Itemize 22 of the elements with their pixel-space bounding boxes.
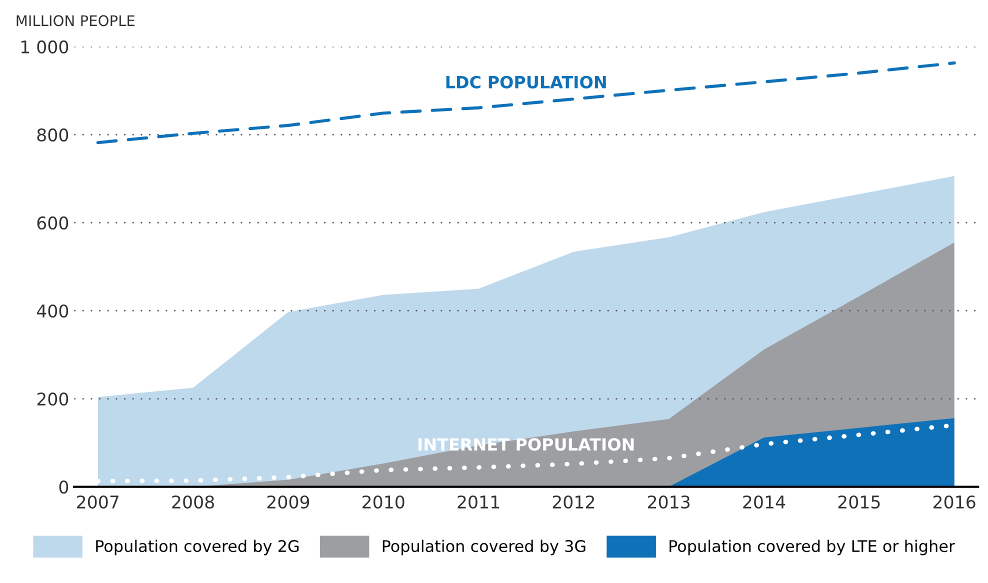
y-tick-label: 800 xyxy=(37,128,68,142)
y-tick-label: 600 xyxy=(37,216,68,230)
x-tick-label: 2016 xyxy=(934,495,976,509)
legend-label: Population covered by 2G xyxy=(96,540,299,556)
x-tick-label: 2007 xyxy=(77,495,118,509)
x-tick-label: 2013 xyxy=(648,495,690,509)
x-tick-label: 2015 xyxy=(838,495,880,509)
legend-label: Population covered by LTE or higher xyxy=(670,540,956,556)
x-tick-label: 2011 xyxy=(458,495,500,509)
x-tick-label: 2008 xyxy=(172,495,214,509)
x-tick-label: 2012 xyxy=(552,495,594,509)
y-tick-label: 0 xyxy=(59,480,68,494)
y-axis-title: MILLION PEOPLE xyxy=(16,15,134,26)
x-tick-label: 2010 xyxy=(362,495,404,509)
x-tick-label: 2014 xyxy=(743,495,786,509)
y-tick-label: 1 000 xyxy=(21,40,68,54)
y-tick-label: 200 xyxy=(37,392,68,406)
y-tick-label: 400 xyxy=(36,304,68,318)
legend-label: Population covered by 3G xyxy=(382,540,586,556)
line-series xyxy=(96,61,956,144)
x-tick-label: 2009 xyxy=(267,495,310,509)
series-label: LDC POPULATION xyxy=(446,76,606,88)
